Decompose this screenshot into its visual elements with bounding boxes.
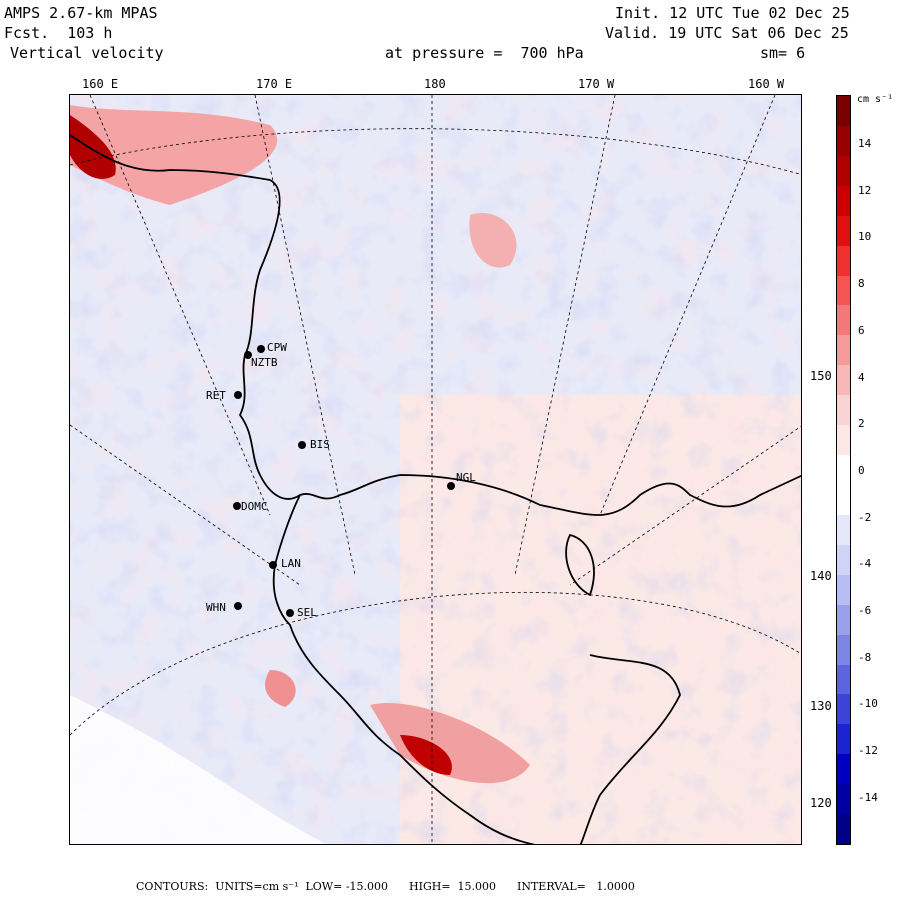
lon-label-160w: 160 W <box>748 77 785 91</box>
color-scale-segment <box>837 455 850 485</box>
color-scale-segment <box>837 275 850 306</box>
lon-label-160e: 160 E <box>82 77 119 91</box>
station-label-sel: SEL <box>297 606 317 619</box>
color-scale-segment <box>837 125 850 156</box>
color-scale-segment <box>837 514 850 545</box>
color-scale-segment <box>837 365 850 396</box>
color-scale-segment <box>837 215 850 246</box>
no-data-area <box>70 695 327 844</box>
color-scale-segment <box>837 574 850 605</box>
updraft-area-center <box>469 213 517 268</box>
color-scale-segment <box>837 185 850 216</box>
color-scale-tick-label: -12 <box>858 744 878 758</box>
station-markers <box>233 345 455 617</box>
station-label-lan: LAN <box>281 557 301 570</box>
contour-info: CONTOURS: UNITS=cm s⁻¹ LOW= -15.000 HIGH… <box>136 880 635 893</box>
color-scale-tick-label: -4 <box>858 557 872 571</box>
color-scale-tick-label: 2 <box>858 417 865 431</box>
color-scale-segment <box>837 335 850 366</box>
station-label-ngl: NGL <box>456 471 476 484</box>
color-scale-tick-label: 8 <box>858 277 865 291</box>
color-scale-tick-label: 4 <box>858 370 865 384</box>
color-scale-tick-label: -6 <box>858 604 872 617</box>
color-scale-tick-label: -10 <box>858 697 878 711</box>
field-name: Vertical velocity <box>10 44 164 62</box>
lon-label-180: 180 <box>424 77 446 91</box>
color-scale-segment <box>837 694 850 725</box>
smoothing: sm= 6 <box>760 44 806 62</box>
color-scale-segment <box>837 634 850 665</box>
color-scale-units: cm s⁻¹ <box>857 94 894 105</box>
station-label-domc: DOMC <box>241 500 268 513</box>
forecast-hour: Fcst. 103 h <box>4 24 113 42</box>
map-panel <box>69 94 802 845</box>
color-scale-tick-label: 0 <box>858 463 865 477</box>
updraft-area-south <box>370 703 530 784</box>
color-scale-segment <box>837 724 850 755</box>
lon-label-170e: 170 E <box>256 77 293 91</box>
station-label-whn: WHN <box>206 601 226 614</box>
color-scale-segment <box>837 305 850 336</box>
color-scale-bar <box>836 95 851 845</box>
color-scale-tick-label: 6 <box>858 323 865 337</box>
color-scale-segment <box>837 604 850 635</box>
station-label-nztb: NZTB <box>251 356 278 369</box>
color-scale-segment <box>837 544 850 575</box>
color-scale-segment <box>837 664 850 695</box>
updraft-area-west <box>265 670 296 707</box>
color-scale-segment <box>837 395 850 426</box>
model-title: AMPS 2.67-km MPAS <box>4 4 158 22</box>
color-scale-tick-label: -8 <box>858 650 872 664</box>
updraft-area-north <box>70 105 278 205</box>
color-scale-tick-label: 14 <box>858 137 872 150</box>
color-scale-tick-label: 12 <box>858 183 872 197</box>
init-time: Init. 12 UTC Tue 02 Dec 25 <box>615 4 850 22</box>
color-scale-segment <box>837 484 850 515</box>
station-label-cpw: CPW <box>267 341 287 354</box>
vertical-velocity-field <box>70 95 801 844</box>
color-scale-segment <box>837 96 850 126</box>
updraft-core-north <box>70 115 116 179</box>
color-scale-segment <box>837 425 850 456</box>
valid-time: Valid. 19 UTC Sat 06 Dec 25 <box>605 24 849 42</box>
color-scale-segment <box>837 245 850 276</box>
color-scale-tick-label: 10 <box>858 230 872 244</box>
updraft-core-south <box>400 735 452 775</box>
station-label-ret: RET <box>206 389 226 402</box>
color-scale-segment <box>837 754 850 785</box>
color-scale-segment <box>837 155 850 186</box>
color-scale-tick-label: -14 <box>858 790 878 804</box>
pressure-level: at pressure = 700 hPa <box>385 44 584 62</box>
color-scale-segment <box>837 814 850 845</box>
color-scale-segment <box>837 784 850 815</box>
lon-label-170w: 170 W <box>578 77 615 91</box>
color-scale-tick-label: -2 <box>858 510 872 524</box>
station-label-bis: BIS <box>310 438 330 451</box>
